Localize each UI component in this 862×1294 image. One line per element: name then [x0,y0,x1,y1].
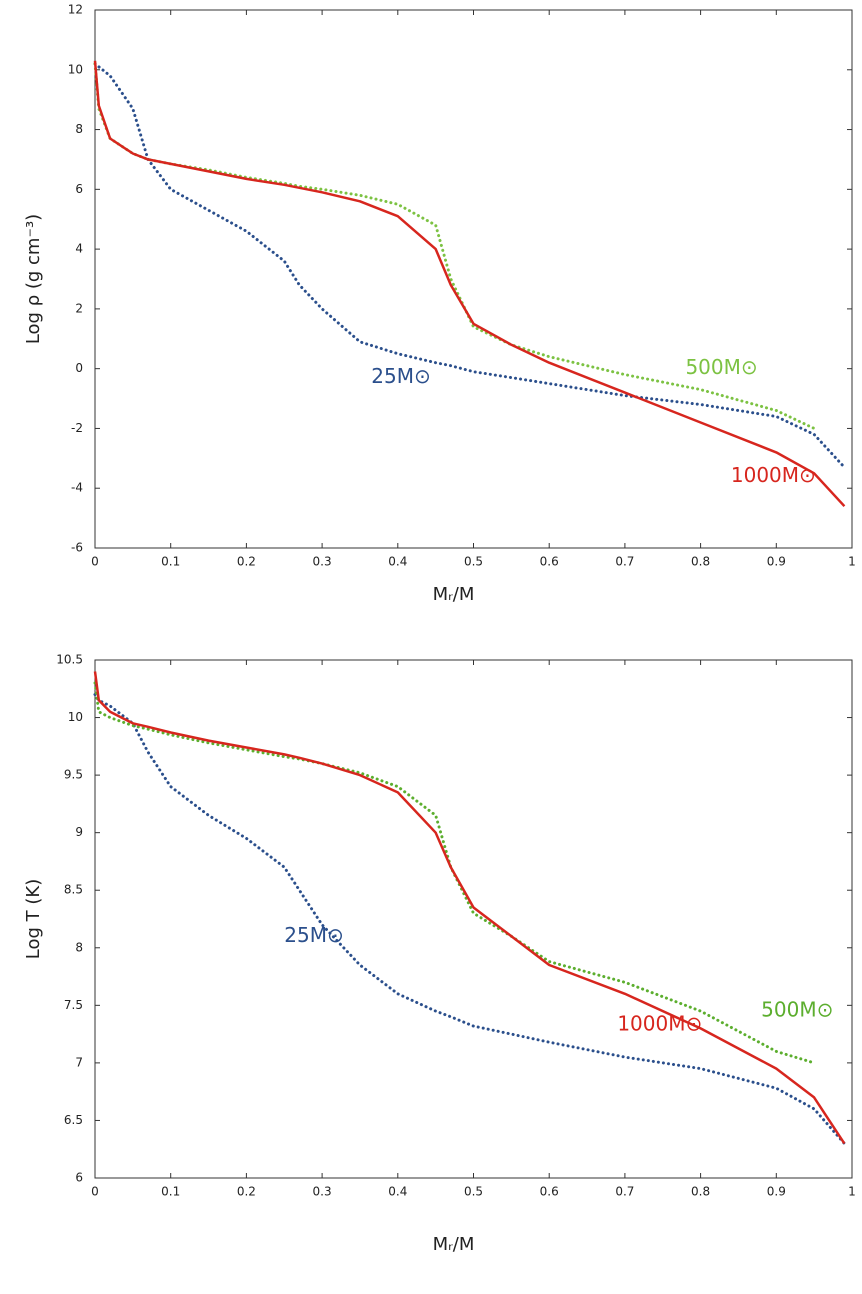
x-tick-label: 0.1 [161,555,180,569]
x-tick-label: 0.1 [161,1185,180,1199]
x-axis-label: Mᵣ/M [433,584,475,605]
y-tick-label: -2 [71,421,83,435]
y-tick-label: 8.5 [64,883,83,897]
series-label: 500M⊙ [685,355,757,379]
y-tick-label: 10 [68,62,83,76]
x-tick-label: 0.5 [464,1185,483,1199]
y-tick-label: 2 [75,301,83,315]
y-tick-label: 10 [68,710,83,724]
x-tick-label: 1 [848,555,856,569]
y-tick-label: 6.5 [64,1113,83,1127]
y-tick-label: 9 [75,825,83,839]
x-tick-label: 0.3 [313,555,332,569]
series-label: 500M⊙ [761,998,833,1022]
x-tick-label: 0.4 [388,1185,407,1199]
y-tick-label: 8 [75,122,83,136]
x-tick-label: 0.7 [615,555,634,569]
y-tick-label: 4 [75,242,83,256]
x-tick-label: 0.2 [237,555,256,569]
series-line [93,60,846,508]
series-line [93,62,846,469]
x-tick-label: 0.3 [313,1185,332,1199]
y-tick-label: -4 [71,481,83,495]
series-label: 1000M⊙ [731,463,816,487]
y-tick-label: 7 [75,1055,83,1069]
plot-frame [94,659,853,1179]
series-label: 25M⊙ [284,923,343,947]
y-tick-label: 12 [68,3,83,17]
x-tick-label: 0.8 [691,1185,710,1199]
x-tick-label: 0 [91,555,99,569]
x-tick-label: 0.9 [767,1185,786,1199]
x-tick-label: 0.6 [540,555,559,569]
series-line [93,693,846,1145]
y-tick-label: 8 [75,940,83,954]
x-tick-label: 0.9 [767,555,786,569]
x-axis-label: Mᵣ/M [433,1234,475,1255]
x-tick-label: 1 [848,1185,856,1199]
x-tick-label: 0.7 [615,1185,634,1199]
x-tick-label: 0.6 [540,1185,559,1199]
x-tick-label: 0.8 [691,555,710,569]
y-axis-label: Log ρ (g cm⁻³) [23,214,44,344]
y-tick-label: 0 [75,361,83,375]
x-tick-label: 0.2 [237,1185,256,1199]
y-tick-label: -6 [71,541,83,555]
x-tick-label: 0.5 [464,555,483,569]
y-tick-label: 9.5 [64,768,83,782]
series-label: 1000M⊙ [617,1011,702,1035]
series-label: 25M⊙ [371,364,430,388]
x-tick-label: 0.4 [388,555,407,569]
y-tick-label: 10.5 [56,653,83,667]
y-tick-label: 7.5 [64,998,83,1012]
y-tick-label: 6 [75,182,83,196]
x-tick-label: 0 [91,1185,99,1199]
series-line [93,671,846,1145]
y-tick-label: 6 [75,1171,83,1185]
y-axis-label: Log T (K) [23,879,44,959]
